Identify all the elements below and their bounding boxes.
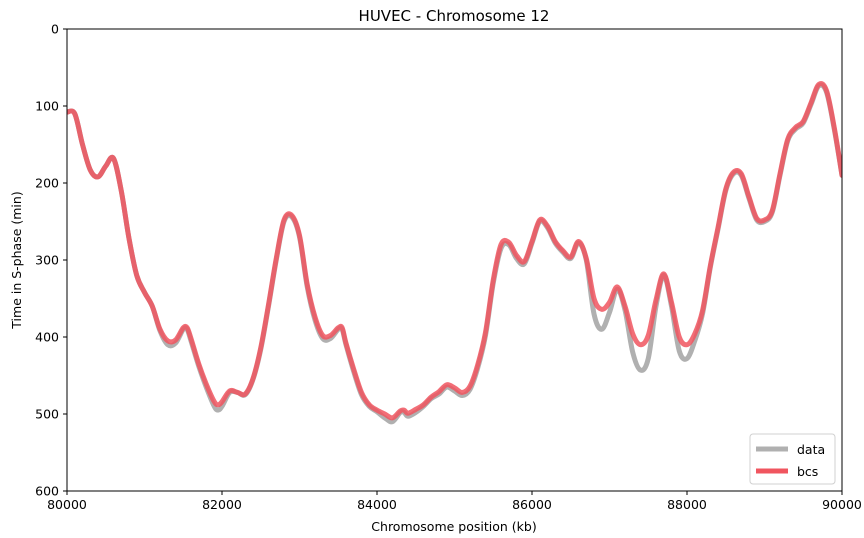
x-tick-label: 84000 — [357, 497, 397, 512]
series-layer — [67, 81, 842, 425]
y-axis: 0 100 200 300 400 500 600 — [35, 22, 67, 499]
y-tick-label: 200 — [35, 176, 59, 191]
y-tick-label: 500 — [35, 407, 59, 422]
y-tick-label: 100 — [35, 99, 59, 114]
x-tick-label: 88000 — [667, 497, 707, 512]
chart-title: HUVEC - Chromosome 12 — [359, 7, 550, 25]
y-axis-label: Time in S-phase (min) — [9, 191, 24, 329]
x-axis: 80000 82000 84000 86000 88000 90000 — [47, 491, 862, 512]
y-tick-label: 0 — [51, 22, 59, 37]
x-tick-label: 90000 — [822, 497, 862, 512]
x-axis-label: Chromosome position (kb) — [371, 519, 536, 534]
y-tick-label: 600 — [35, 484, 59, 499]
legend-data-label: data — [797, 442, 825, 457]
legend-bcs-label: bcs — [797, 464, 818, 479]
legend: data bcs — [749, 433, 836, 485]
x-tick-label: 80000 — [47, 497, 87, 512]
x-tick-label: 82000 — [202, 497, 242, 512]
y-tick-label: 400 — [35, 330, 59, 345]
y-tick-label: 300 — [35, 253, 59, 268]
series-line-bcs — [67, 81, 842, 421]
x-tick-label: 86000 — [512, 497, 552, 512]
